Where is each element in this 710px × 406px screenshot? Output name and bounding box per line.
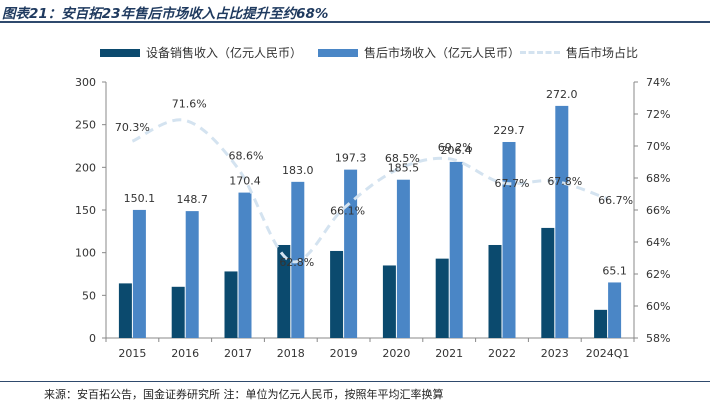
bar-aftermarket-label: 185.5 [388, 162, 420, 175]
share-point-label: 66.7% [598, 194, 633, 207]
bar-aftermarket [396, 179, 410, 338]
legend-item-equipment: 设备销售收入（亿元人民币） [100, 44, 302, 61]
share-point-label: 70.3% [115, 121, 150, 134]
footer-divider [0, 381, 710, 382]
share-point-label: 67.7% [495, 177, 530, 190]
share-line [131, 118, 609, 264]
right-axis-tick-label: 58% [646, 332, 670, 345]
bar-aftermarket-label: 272.0 [546, 88, 578, 101]
share-point-label: 68.6% [229, 149, 264, 162]
right-axis-tick-label: 62% [646, 268, 670, 281]
left-axis-tick-label: 150 [75, 204, 96, 217]
x-axis-tick-label: 2024Q1 [586, 347, 630, 360]
share-point-label: 62.8% [279, 256, 314, 269]
bar-aftermarket-label: 229.7 [493, 124, 525, 137]
legend-swatch-equipment [100, 48, 140, 57]
bar-aftermarket [185, 211, 199, 338]
right-axis-tick-label: 66% [646, 204, 670, 217]
share-point-label: 67.8% [547, 175, 582, 188]
bar-aftermarket-label: 170.4 [229, 175, 261, 188]
right-axis-tick-label: 72% [646, 108, 670, 121]
left-axis-tick-label: 250 [75, 119, 96, 132]
bar-equipment [224, 271, 238, 338]
source-note: 来源：安百拓公告，国金证券研究所 注：单位为亿元人民币，按照年平均汇率换算 [44, 388, 444, 401]
legend-swatch-share [520, 51, 560, 54]
bar-aftermarket [502, 141, 516, 338]
left-axis-tick-label: 50 [82, 289, 96, 302]
bar-aftermarket-label: 150.1 [124, 192, 156, 205]
bar-equipment [541, 227, 555, 338]
x-axis-tick-label: 2022 [488, 347, 516, 360]
bar-aftermarket [555, 105, 569, 338]
bar-aftermarket-label: 183.0 [282, 164, 314, 177]
right-axis-tick-label: 70% [646, 140, 670, 153]
share-point-label: 68.5% [385, 152, 420, 165]
bar-equipment [118, 283, 132, 338]
bar-equipment [171, 286, 185, 338]
legend-item-aftermarket: 售后市场收入（亿元人民币） [318, 44, 520, 61]
x-axis-tick-label: 2017 [224, 347, 252, 360]
right-axis-tick-label: 74% [646, 76, 670, 89]
bar-equipment [435, 258, 449, 338]
chart-title: 图表21：安百拓23年售后市场收入占比提升至约68% [2, 6, 329, 22]
legend-item-share: 售后市场占比 [520, 44, 638, 61]
right-axis-tick-label: 60% [646, 300, 670, 313]
bar-equipment [382, 265, 396, 338]
bar-aftermarket [132, 209, 146, 338]
x-axis-tick-label: 2015 [118, 347, 146, 360]
bar-equipment [594, 309, 608, 338]
bar-aftermarket-label: 65.1 [602, 264, 627, 277]
left-axis-tick-label: 300 [75, 76, 96, 89]
legend-label-aftermarket: 售后市场收入（亿元人民币） [364, 46, 521, 60]
legend-label-share: 售后市场占比 [566, 46, 639, 60]
left-axis-tick-label: 200 [75, 161, 96, 174]
left-axis-tick-label: 100 [75, 247, 96, 260]
bar-aftermarket-label: 148.7 [176, 193, 208, 206]
share-point-label: 66.1% [330, 204, 365, 217]
bar-aftermarket-label: 206.4 [440, 144, 472, 157]
bar-aftermarket [238, 192, 252, 338]
share-point-label: 71.6% [172, 97, 207, 110]
legend-label-equipment: 设备销售收入（亿元人民币） [146, 46, 303, 60]
right-axis-tick-label: 68% [646, 172, 670, 185]
x-axis-tick-label: 2016 [171, 347, 199, 360]
bar-aftermarket-label: 197.3 [335, 152, 367, 165]
bar-equipment [330, 250, 344, 338]
x-axis-tick-label: 2018 [277, 347, 305, 360]
right-axis-tick-label: 64% [646, 236, 670, 249]
share-point-label: 69.2% [438, 141, 473, 154]
bar-equipment [488, 244, 502, 338]
bar-aftermarket [449, 161, 463, 338]
left-axis-tick-label: 0 [89, 332, 96, 345]
x-axis-tick-label: 2023 [541, 347, 569, 360]
x-axis-tick-label: 2019 [330, 347, 358, 360]
legend-swatch-aftermarket [318, 48, 358, 57]
bar-equipment [277, 244, 291, 338]
x-axis-tick-label: 2020 [382, 347, 410, 360]
title-divider [0, 21, 710, 23]
x-axis-tick-label: 2021 [435, 347, 463, 360]
bar-aftermarket [344, 169, 358, 338]
bar-aftermarket [608, 282, 622, 338]
chart-canvas: 0 50 100 150 200 250 300 58% 60% 62% 64% 66% 68% 70% 7… [75, 76, 670, 360]
